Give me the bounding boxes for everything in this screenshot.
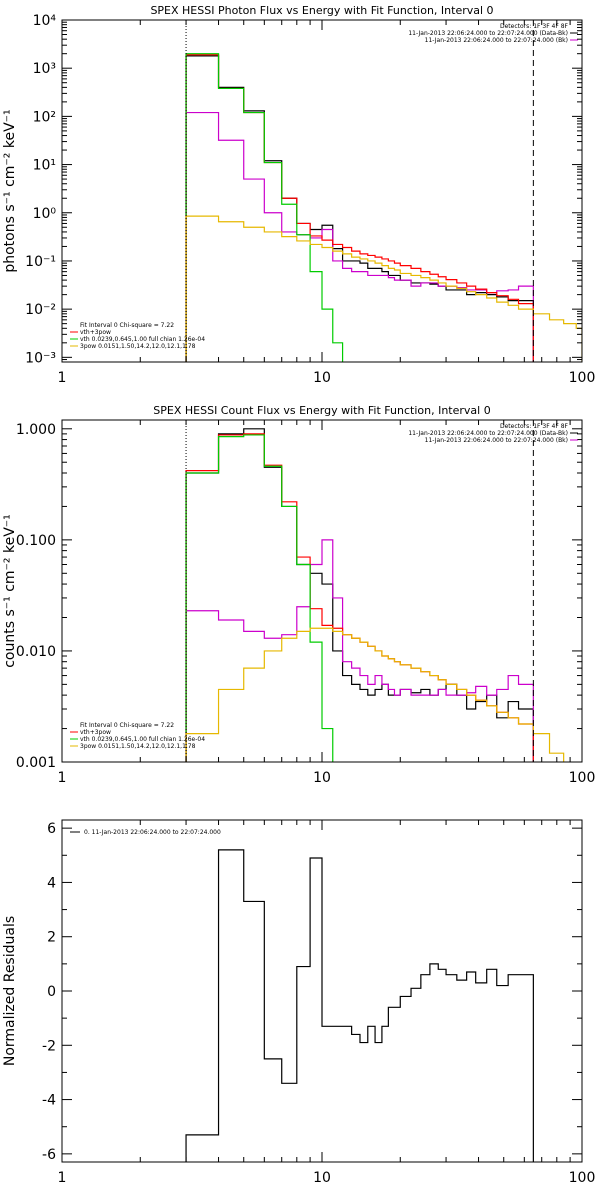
- chart-title: SPEX HESSI Count Flux vs Energy with Fit…: [153, 404, 490, 417]
- y-tick-label: -6: [42, 1147, 56, 1163]
- y-tick-label: 10⁻²: [25, 302, 56, 318]
- series-line-2: [185, 54, 534, 362]
- y-tick-label: 10²: [33, 109, 56, 125]
- y-tick-label: 6: [47, 821, 56, 837]
- y-tick-label: 10⁻³: [25, 350, 56, 366]
- y-tick-label: 2: [47, 930, 56, 946]
- x-tick-label: 10: [313, 370, 331, 386]
- x-tick-label: 1: [58, 1170, 67, 1186]
- y-axis-label: Normalized Residuals: [2, 916, 18, 1066]
- legend-entry: 0. 11-Jan-2013 22:06:24.000 to 22:07:24.…: [84, 829, 221, 836]
- series-line-3: [185, 53, 344, 362]
- legend-entry: 11-Jan-2013 22:06:24.000 to 22:07:24.000…: [408, 30, 568, 37]
- series-line-0: [185, 55, 534, 362]
- y-tick-label: 4: [47, 875, 56, 891]
- plot-frame: [61, 19, 583, 363]
- y-axis-label: counts s⁻¹ cm⁻² keV⁻¹: [2, 514, 18, 668]
- series-group: [185, 53, 582, 362]
- x-tick-label: 1: [58, 770, 67, 786]
- series-line-2: [185, 433, 534, 762]
- chart-panel-0: SPEX HESSI Photon Flux vs Energy with Fi…: [2, 4, 596, 386]
- legend-entry: 3pow 0.0151,1.50,14.2,12.0,12.1,1.78: [80, 743, 196, 750]
- series-line-4: [185, 627, 565, 762]
- y-tick-label: 10¹: [33, 158, 56, 174]
- series-line-1: [185, 539, 534, 762]
- legend-entry: vth 0.0239,0.645,1.00 full chian 1.26e-0…: [80, 336, 205, 343]
- x-tick-label: 100: [569, 770, 596, 786]
- series-line-3: [185, 434, 334, 762]
- x-tick-label: 100: [569, 1170, 596, 1186]
- chart-panel-2: Normalized Residuals 1 10 100 -6 -4 -2 0 2 4 6 0. 1…: [2, 819, 596, 1186]
- series-group: [185, 849, 534, 1162]
- y-tick-label: 10³: [33, 61, 56, 77]
- y-tick-label: 10⁻¹: [25, 254, 56, 270]
- y-axis-label: photons s⁻¹ cm⁻² keV⁻¹: [2, 109, 18, 272]
- legend-entry: 11-Jan-2013 22:06:24.000 to 22:07:24.000…: [425, 437, 568, 444]
- y-tick-label: 0.100: [16, 533, 56, 549]
- y-tick-label: -2: [42, 1038, 56, 1054]
- y-tick-label: 0: [47, 984, 56, 1000]
- series-line-4: [185, 215, 582, 362]
- legend-entry: 11-Jan-2013 22:06:24.000 to 22:07:24.000…: [425, 37, 568, 44]
- y-tick-label: 10⁴: [33, 13, 57, 29]
- legend-entry: vth+3pow: [80, 329, 111, 336]
- y-tick-label: 10⁰: [33, 206, 57, 222]
- chart-panel-1: SPEX HESSI Count Flux vs Energy with Fit…: [2, 404, 596, 786]
- y-tick-label: 1.000: [16, 422, 56, 438]
- chart-title: SPEX HESSI Photon Flux vs Energy with Fi…: [150, 4, 493, 17]
- legend-entry: Detectors: 1F 3F 4F 8F: [500, 423, 569, 430]
- y-tick-label: 0.001: [16, 755, 56, 771]
- legend-entry: vth+3pow: [80, 729, 111, 736]
- y-tick-label: -4: [42, 1093, 56, 1109]
- legend-entry: 3pow 0.0151,1.50,14.2,12.0,12.1,1.78: [80, 343, 196, 350]
- legend-entry: Detectors: 1F 3F 4F 8F: [500, 23, 569, 30]
- x-tick-label: 1: [58, 370, 67, 386]
- x-tick-label: 10: [313, 770, 331, 786]
- legend-entry: Fit Interval 0 Chi-square = 7.22: [80, 722, 174, 729]
- legend-entry: Fit Interval 0 Chi-square = 7.22: [80, 322, 174, 329]
- series-group: [185, 428, 565, 762]
- x-tick-label: 100: [569, 370, 596, 386]
- legend-entry: vth 0.0239,0.645,1.00 full chian 1.26e-0…: [80, 736, 205, 743]
- y-tick-label: 0.010: [16, 644, 56, 660]
- legend-entry: 11-Jan-2013 22:06:24.000 to 22:07:24.000…: [408, 430, 568, 437]
- series-line-0: [185, 849, 534, 1162]
- x-tick-label: 10: [313, 1170, 331, 1186]
